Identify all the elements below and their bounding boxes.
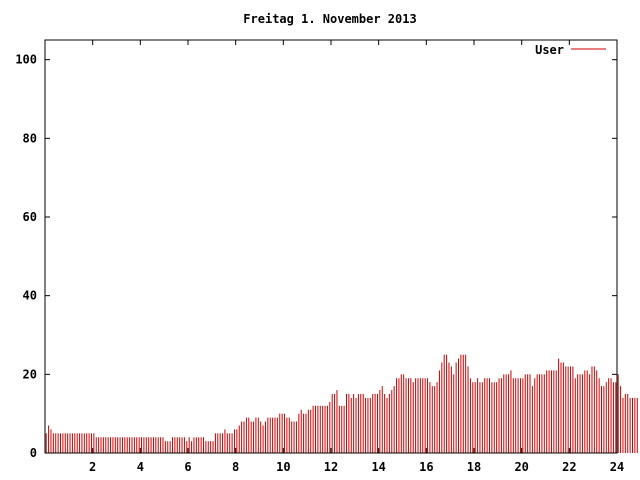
bar-series-user	[45, 354, 638, 453]
x-axis: 2 4 6 8 10 12 14 16 18 20 22 24	[89, 40, 624, 474]
plot-border	[44, 39, 618, 454]
x-tick-label: 22	[562, 460, 576, 474]
y-tick-label: 100	[15, 53, 37, 67]
legend-label-user: User	[535, 43, 564, 57]
chart-title: Freitag 1. November 2013	[243, 12, 416, 26]
y-tick-label: 40	[23, 289, 37, 303]
x-tick-label: 16	[419, 460, 433, 474]
y-tick-label: 80	[23, 131, 37, 145]
y-tick-label: 60	[23, 210, 37, 224]
x-tick-label: 12	[324, 460, 338, 474]
y-axis: 0 20 40 60 80 100	[15, 53, 617, 460]
x-tick-label: 2	[89, 460, 96, 474]
x-tick-label: 4	[137, 460, 144, 474]
x-tick-label: 24	[610, 460, 624, 474]
y-tick-label: 20	[23, 367, 37, 381]
y-tick-label: 0	[30, 446, 37, 460]
x-tick-label: 18	[467, 460, 481, 474]
x-tick-label: 14	[371, 460, 385, 474]
x-tick-label: 8	[232, 460, 239, 474]
x-tick-label: 10	[276, 460, 290, 474]
x-tick-label: 6	[184, 460, 191, 474]
legend: User	[535, 43, 606, 57]
x-tick-label: 20	[514, 460, 528, 474]
